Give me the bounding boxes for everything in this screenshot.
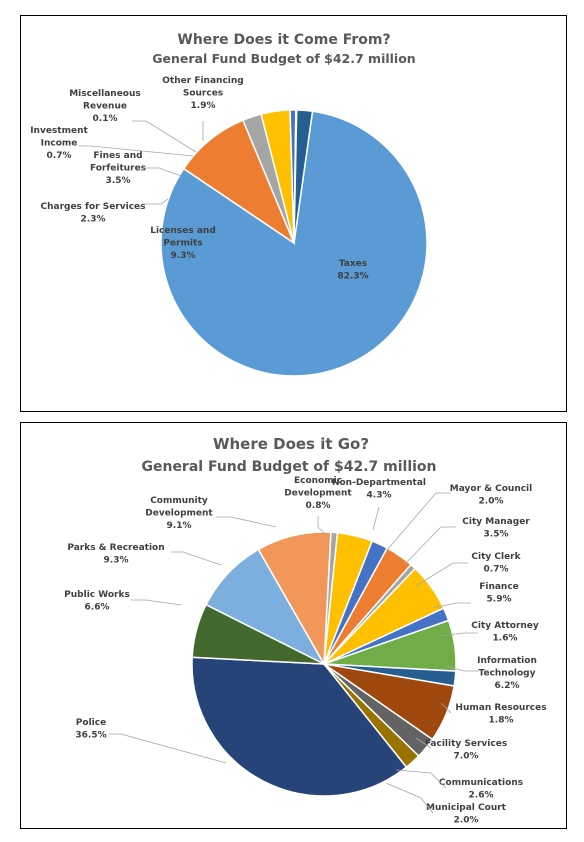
pie-slice-other-financing-sources bbox=[293, 109, 314, 244]
slice-label-information-technology: Information Technology 6.2% bbox=[477, 656, 537, 691]
slice-label-miscellaneous-revenue: Miscellaneous Revenue 0.1% bbox=[69, 89, 141, 124]
slice-label-city-attorney: City Attorney 1.6% bbox=[471, 621, 539, 644]
leader-line-public-works bbox=[131, 599, 182, 606]
expenditure-pie-chart: Where Does it Go? General Fund Budget of… bbox=[64, 435, 546, 826]
expenditure-chart-panel: Where Does it Go? General Fund Budget of… bbox=[20, 422, 567, 829]
slice-label-facility-services: Facility Services 7.0% bbox=[425, 739, 507, 762]
leader-line-police bbox=[109, 733, 227, 764]
slice-label-economic-development: Economic Development 0.8% bbox=[284, 476, 352, 511]
slice-label-non-departmental: Non-Departmental 4.3% bbox=[332, 478, 426, 501]
slice-label-police: Police 36.5% bbox=[75, 718, 106, 741]
revenue-chart-panel: Where Does it Come From? General Fund Bu… bbox=[20, 15, 567, 412]
slice-label-public-works: Public Works 6.6% bbox=[64, 590, 130, 613]
revenue-pie-chart: Where Does it Come From? General Fund Bu… bbox=[30, 32, 428, 377]
leader-line-finance bbox=[432, 602, 471, 609]
leader-line-city-manager bbox=[403, 526, 456, 566]
pie-slice-police bbox=[191, 656, 408, 797]
slice-label-communications: Communications 2.6% bbox=[439, 778, 523, 801]
leader-line-parks-and-recreation bbox=[171, 551, 222, 566]
slice-label-taxes: Taxes 82.3% bbox=[337, 259, 368, 282]
chart-subtitle: General Fund Budget of $42.7 million bbox=[141, 459, 436, 475]
leader-line-municipal-court bbox=[385, 782, 434, 814]
slice-label-community-development: Community Development 9.1% bbox=[145, 496, 213, 531]
slice-label-city-clerk: City Clerk 0.7% bbox=[471, 552, 521, 575]
leader-line-communications bbox=[395, 769, 447, 789]
slice-label-municipal-court: Municipal Court 2.0% bbox=[426, 803, 507, 826]
pie-slice-community-development bbox=[257, 531, 332, 667]
leader-line-non-departmental bbox=[372, 506, 380, 531]
chart-title: Where Does it Come From? bbox=[177, 32, 390, 48]
leader-line-city-attorney bbox=[440, 632, 478, 637]
pie-slice-parks-and-recreation bbox=[205, 548, 326, 666]
chart-subtitle: General Fund Budget of $42.7 million bbox=[152, 51, 415, 66]
slice-label-parks-and-recreation: Parks & Recreation 9.3% bbox=[67, 543, 164, 566]
leader-line-investment-income bbox=[79, 145, 194, 157]
slice-label-other-financing-sources: Other Financing Sources 1.9% bbox=[162, 76, 243, 111]
leader-line-city-clerk bbox=[415, 562, 468, 587]
leader-line-economic-development bbox=[317, 516, 327, 536]
leader-line-facility-services bbox=[415, 737, 432, 749]
slice-label-investment-income: Investment Income 0.7% bbox=[30, 126, 88, 161]
slice-label-licenses-and-permits: Licenses and Permits 9.3% bbox=[150, 226, 216, 261]
leader-line-information-technology bbox=[445, 665, 479, 672]
leader-line-fines-and-forfeitures bbox=[144, 167, 182, 177]
slice-label-fines-and-forfeitures: Fines and Forfeitures 3.5% bbox=[90, 151, 146, 186]
slice-label-charges-for-services: Charges for Services 2.3% bbox=[40, 202, 145, 225]
chart-title: Where Does it Go? bbox=[213, 435, 369, 453]
pie-slice-licenses-and-permits bbox=[182, 119, 296, 246]
leader-line-community-development bbox=[216, 516, 277, 528]
slice-label-finance: Finance 5.9% bbox=[479, 582, 519, 605]
slice-label-city-manager: City Manager 3.5% bbox=[462, 517, 530, 540]
leader-line-charges-for-services bbox=[142, 198, 169, 205]
leader-line-miscellaneous-revenue bbox=[132, 120, 197, 153]
leader-line-mayor-and-council bbox=[386, 492, 451, 551]
leader-line-human-resources bbox=[440, 702, 452, 714]
slice-label-mayor-and-council: Mayor & Council 2.0% bbox=[450, 484, 532, 507]
slice-label-human-resources: Human Resources 1.8% bbox=[455, 703, 546, 726]
